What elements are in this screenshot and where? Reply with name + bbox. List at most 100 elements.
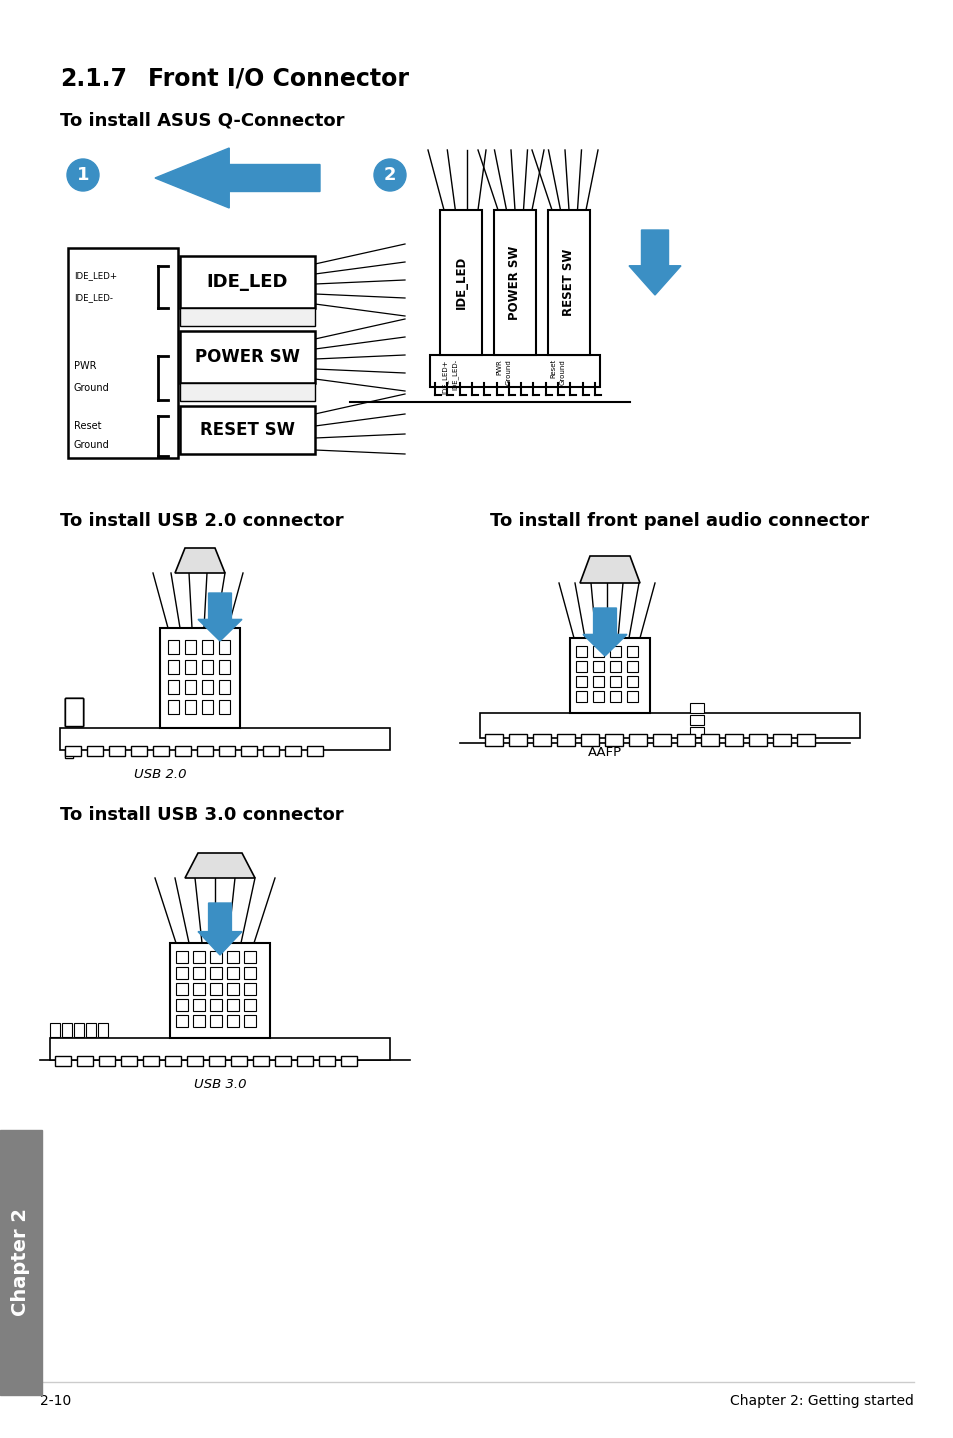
Bar: [210, 951, 222, 963]
Bar: [193, 966, 205, 979]
Polygon shape: [174, 548, 225, 572]
Text: Ground: Ground: [74, 440, 110, 450]
Bar: [609, 676, 620, 687]
Bar: [626, 646, 638, 657]
Text: 2.1.7: 2.1.7: [60, 68, 127, 91]
Bar: [227, 951, 239, 963]
Bar: [219, 700, 230, 715]
FancyBboxPatch shape: [65, 697, 83, 726]
Bar: [185, 700, 195, 715]
FancyBboxPatch shape: [479, 713, 859, 738]
Bar: [193, 951, 205, 963]
Bar: [772, 733, 790, 746]
Bar: [626, 661, 638, 672]
Text: POWER SW: POWER SW: [508, 246, 521, 319]
Bar: [202, 660, 213, 674]
Bar: [318, 1055, 335, 1066]
Bar: [77, 1055, 92, 1066]
Bar: [593, 661, 603, 672]
FancyBboxPatch shape: [170, 943, 270, 1038]
Polygon shape: [628, 230, 680, 295]
Bar: [174, 746, 191, 756]
Bar: [626, 692, 638, 702]
Bar: [175, 984, 188, 995]
FancyBboxPatch shape: [439, 210, 481, 355]
Text: POWER SW: POWER SW: [194, 348, 299, 367]
FancyBboxPatch shape: [50, 1022, 60, 1037]
Bar: [231, 1055, 247, 1066]
Bar: [604, 733, 622, 746]
Bar: [557, 733, 575, 746]
FancyBboxPatch shape: [569, 638, 649, 713]
Bar: [593, 692, 603, 702]
Bar: [263, 746, 278, 756]
Bar: [168, 700, 179, 715]
Bar: [219, 746, 234, 756]
Text: IDE_LED-: IDE_LED-: [452, 360, 458, 390]
Bar: [210, 984, 222, 995]
Text: IDE_LED-: IDE_LED-: [74, 293, 112, 302]
Bar: [576, 676, 586, 687]
FancyBboxPatch shape: [65, 697, 83, 726]
Bar: [253, 1055, 269, 1066]
FancyBboxPatch shape: [68, 247, 178, 457]
Text: IDE_LED: IDE_LED: [454, 256, 467, 309]
Polygon shape: [579, 557, 639, 582]
Bar: [219, 660, 230, 674]
Bar: [202, 700, 213, 715]
Bar: [143, 1055, 159, 1066]
Bar: [700, 733, 719, 746]
Bar: [131, 746, 147, 756]
Bar: [175, 999, 188, 1011]
Text: USB 2.0: USB 2.0: [133, 768, 186, 781]
Bar: [65, 751, 73, 758]
Bar: [65, 751, 73, 758]
Bar: [593, 646, 603, 657]
Text: To install USB 3.0 connector: To install USB 3.0 connector: [60, 807, 343, 824]
Bar: [121, 1055, 137, 1066]
Text: IDE_LED: IDE_LED: [207, 273, 288, 290]
Text: RESET SW: RESET SW: [200, 421, 294, 439]
Polygon shape: [198, 592, 242, 641]
Text: Ground: Ground: [74, 383, 110, 393]
Bar: [796, 733, 814, 746]
Text: To install front panel audio connector: To install front panel audio connector: [490, 512, 868, 531]
Text: Chapter 2: Getting started: Chapter 2: Getting started: [729, 1393, 913, 1408]
Polygon shape: [198, 903, 242, 955]
Bar: [689, 703, 703, 713]
FancyBboxPatch shape: [60, 728, 390, 751]
FancyBboxPatch shape: [74, 1022, 84, 1037]
Bar: [609, 692, 620, 702]
Bar: [193, 999, 205, 1011]
Bar: [576, 646, 586, 657]
Bar: [175, 951, 188, 963]
Text: PWR: PWR: [74, 361, 96, 371]
Bar: [109, 746, 125, 756]
Bar: [219, 680, 230, 695]
Bar: [209, 1055, 225, 1066]
Text: To install ASUS Q-Connector: To install ASUS Q-Connector: [60, 112, 344, 129]
FancyBboxPatch shape: [62, 1022, 71, 1037]
Bar: [244, 999, 255, 1011]
Bar: [689, 715, 703, 725]
FancyBboxPatch shape: [494, 210, 536, 355]
Text: To install USB 2.0 connector: To install USB 2.0 connector: [60, 512, 343, 531]
Bar: [274, 1055, 291, 1066]
Polygon shape: [154, 148, 319, 209]
FancyBboxPatch shape: [50, 1038, 390, 1060]
Bar: [210, 1015, 222, 1027]
FancyBboxPatch shape: [86, 1022, 96, 1037]
Bar: [185, 660, 195, 674]
Bar: [748, 733, 766, 746]
Text: USB 3.0: USB 3.0: [193, 1078, 246, 1091]
Bar: [244, 966, 255, 979]
Bar: [210, 999, 222, 1011]
FancyBboxPatch shape: [430, 355, 599, 387]
Bar: [689, 728, 703, 738]
Bar: [652, 733, 670, 746]
Bar: [677, 733, 695, 746]
Bar: [168, 660, 179, 674]
Text: Reset: Reset: [550, 360, 556, 378]
Bar: [196, 746, 213, 756]
Bar: [285, 746, 301, 756]
